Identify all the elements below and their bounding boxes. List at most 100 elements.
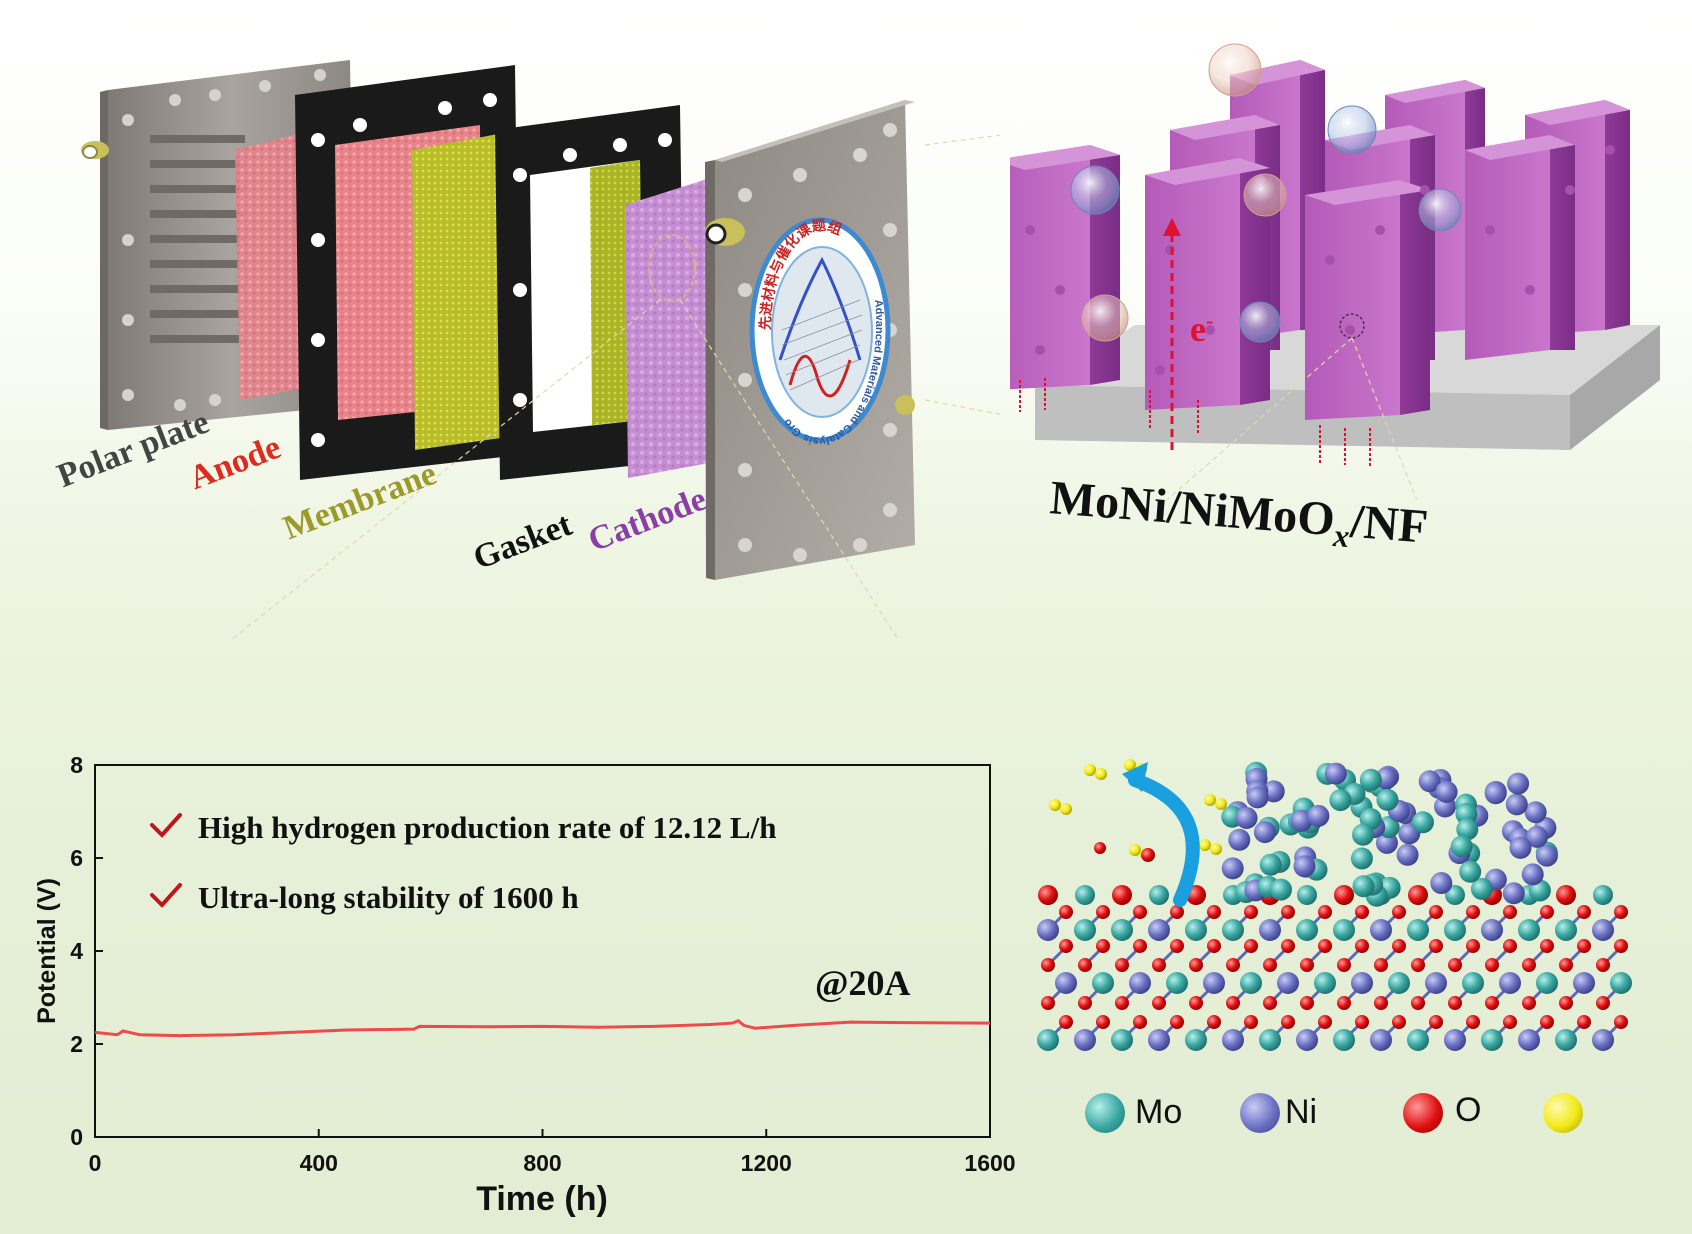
oxygen-atom xyxy=(1207,939,1221,953)
alloy-atom xyxy=(1290,809,1313,832)
oxygen-atom xyxy=(1318,1015,1332,1029)
alloy-atom xyxy=(1221,857,1244,880)
alloy-atom xyxy=(1505,793,1528,816)
cathode-layer xyxy=(625,175,725,478)
surface-atom xyxy=(1556,885,1576,905)
mo-legend-swatch xyxy=(1085,1093,1125,1133)
oxygen-atom xyxy=(1503,939,1517,953)
substrate-atom xyxy=(1148,1029,1170,1051)
oxygen-atom xyxy=(1485,996,1499,1010)
alloy-atom xyxy=(1269,878,1292,901)
substrate-atom xyxy=(1277,972,1299,994)
alloy-atom xyxy=(1293,855,1316,878)
alloy-atom xyxy=(1235,806,1258,829)
oxygen-atom xyxy=(1540,1015,1554,1029)
substrate-atom xyxy=(1259,919,1281,941)
oxygen-atom xyxy=(1411,958,1425,972)
substrate-atom xyxy=(1333,1029,1355,1051)
x-tick-label: 400 xyxy=(300,1150,338,1176)
surface-atom xyxy=(1593,885,1613,905)
electron-symbol: e xyxy=(1190,309,1206,349)
surface-atom xyxy=(1112,885,1132,905)
alloy-atom xyxy=(1507,772,1530,795)
alloy-atom xyxy=(1411,811,1434,834)
oxygen-atom xyxy=(1170,905,1184,919)
substrate-atom xyxy=(1259,1029,1281,1051)
surface-atom xyxy=(1297,885,1317,905)
hydrogen-atom xyxy=(1210,843,1222,855)
alloy-atom xyxy=(1450,835,1473,858)
oxygen-atom xyxy=(1374,996,1388,1010)
substrate-atom xyxy=(1296,919,1318,941)
oxygen-atom xyxy=(1096,1015,1110,1029)
surface-atom xyxy=(1075,885,1095,905)
oxygen-atom xyxy=(1041,958,1055,972)
hydrogen-atom xyxy=(1049,799,1061,811)
oxygen-atom xyxy=(1448,958,1462,972)
oxygen-atom xyxy=(1115,996,1129,1010)
hydrogen-atom xyxy=(1084,764,1096,776)
check-icon-1 xyxy=(150,813,182,838)
substrate-atom xyxy=(1462,972,1484,994)
substrate-atom xyxy=(1111,1029,1133,1051)
logo-text: 先进材料与催化课题组 Advanced Materials and Cataly… xyxy=(0,0,885,447)
oxygen-atom xyxy=(1466,905,1480,919)
oxygen-atom xyxy=(1096,939,1110,953)
oxygen-atom xyxy=(1141,848,1155,862)
oxygen-atom xyxy=(1115,958,1129,972)
oxygen-atom xyxy=(1281,1015,1295,1029)
substrate-atom xyxy=(1407,1029,1429,1051)
oxygen-atom xyxy=(1392,1015,1406,1029)
alloy-atom xyxy=(1535,844,1558,867)
substrate-atom xyxy=(1481,919,1503,941)
alloy-atom xyxy=(1526,825,1549,848)
hydrogen-atom xyxy=(1215,798,1227,810)
atomic-structure xyxy=(1037,759,1632,1051)
oxygen-atom xyxy=(1577,905,1591,919)
substrate-atom xyxy=(1314,972,1336,994)
alloy-atom xyxy=(1259,853,1282,876)
surface-atom xyxy=(1038,885,1058,905)
substrate-atom xyxy=(1148,919,1170,941)
svg-text:先进材料与催化课题组: 先进材料与催化课题组 xyxy=(757,218,844,331)
oxygen-atom xyxy=(1337,958,1351,972)
oxygen-atom xyxy=(1133,905,1147,919)
oxygen-atom xyxy=(1078,996,1092,1010)
oxygen-atom xyxy=(1503,1015,1517,1029)
oxygen-atom xyxy=(1207,905,1221,919)
x-tick-label: 800 xyxy=(523,1150,561,1176)
substrate-atom xyxy=(1185,919,1207,941)
catalyst-substrate: /NF xyxy=(1348,494,1430,554)
substrate-atom xyxy=(1111,919,1133,941)
surface-atom xyxy=(1445,885,1465,905)
alloy-atom xyxy=(1459,860,1482,883)
substrate-atom xyxy=(1518,919,1540,941)
oxygen-atom xyxy=(1170,939,1184,953)
substrate-atom xyxy=(1092,972,1114,994)
alloy-atom xyxy=(1376,788,1399,811)
group-logo xyxy=(749,217,891,443)
electron-label: e- xyxy=(1190,308,1213,350)
oxygen-atom xyxy=(1559,996,1573,1010)
oxygen-atom xyxy=(1337,996,1351,1010)
hydrogen-atom xyxy=(1204,794,1216,806)
atom-legend: Mo Ni O xyxy=(1085,1085,1645,1145)
oxygen-atom xyxy=(1466,1015,1480,1029)
substrate-atom xyxy=(1425,972,1447,994)
oxygen-atom xyxy=(1577,1015,1591,1029)
oxygen-atom xyxy=(1522,958,1536,972)
substrate-atom xyxy=(1370,1029,1392,1051)
oxygen-atom xyxy=(1559,958,1573,972)
check-text-2: Ultra-long stability of 1600 h xyxy=(198,880,579,915)
o-legend-label: O xyxy=(1455,1091,1482,1129)
oxygen-atom xyxy=(1094,842,1106,854)
oxygen-atom xyxy=(1152,996,1166,1010)
oxygen-atom xyxy=(1522,996,1536,1010)
oxygen-atom xyxy=(1244,1015,1258,1029)
hydrogen-atom xyxy=(1095,768,1107,780)
alloy-atom xyxy=(1324,762,1347,785)
check-icon-2 xyxy=(150,883,182,908)
alloy-atom xyxy=(1524,801,1547,824)
x-tick-label: 1600 xyxy=(964,1150,1015,1176)
substrate-atom xyxy=(1499,972,1521,994)
